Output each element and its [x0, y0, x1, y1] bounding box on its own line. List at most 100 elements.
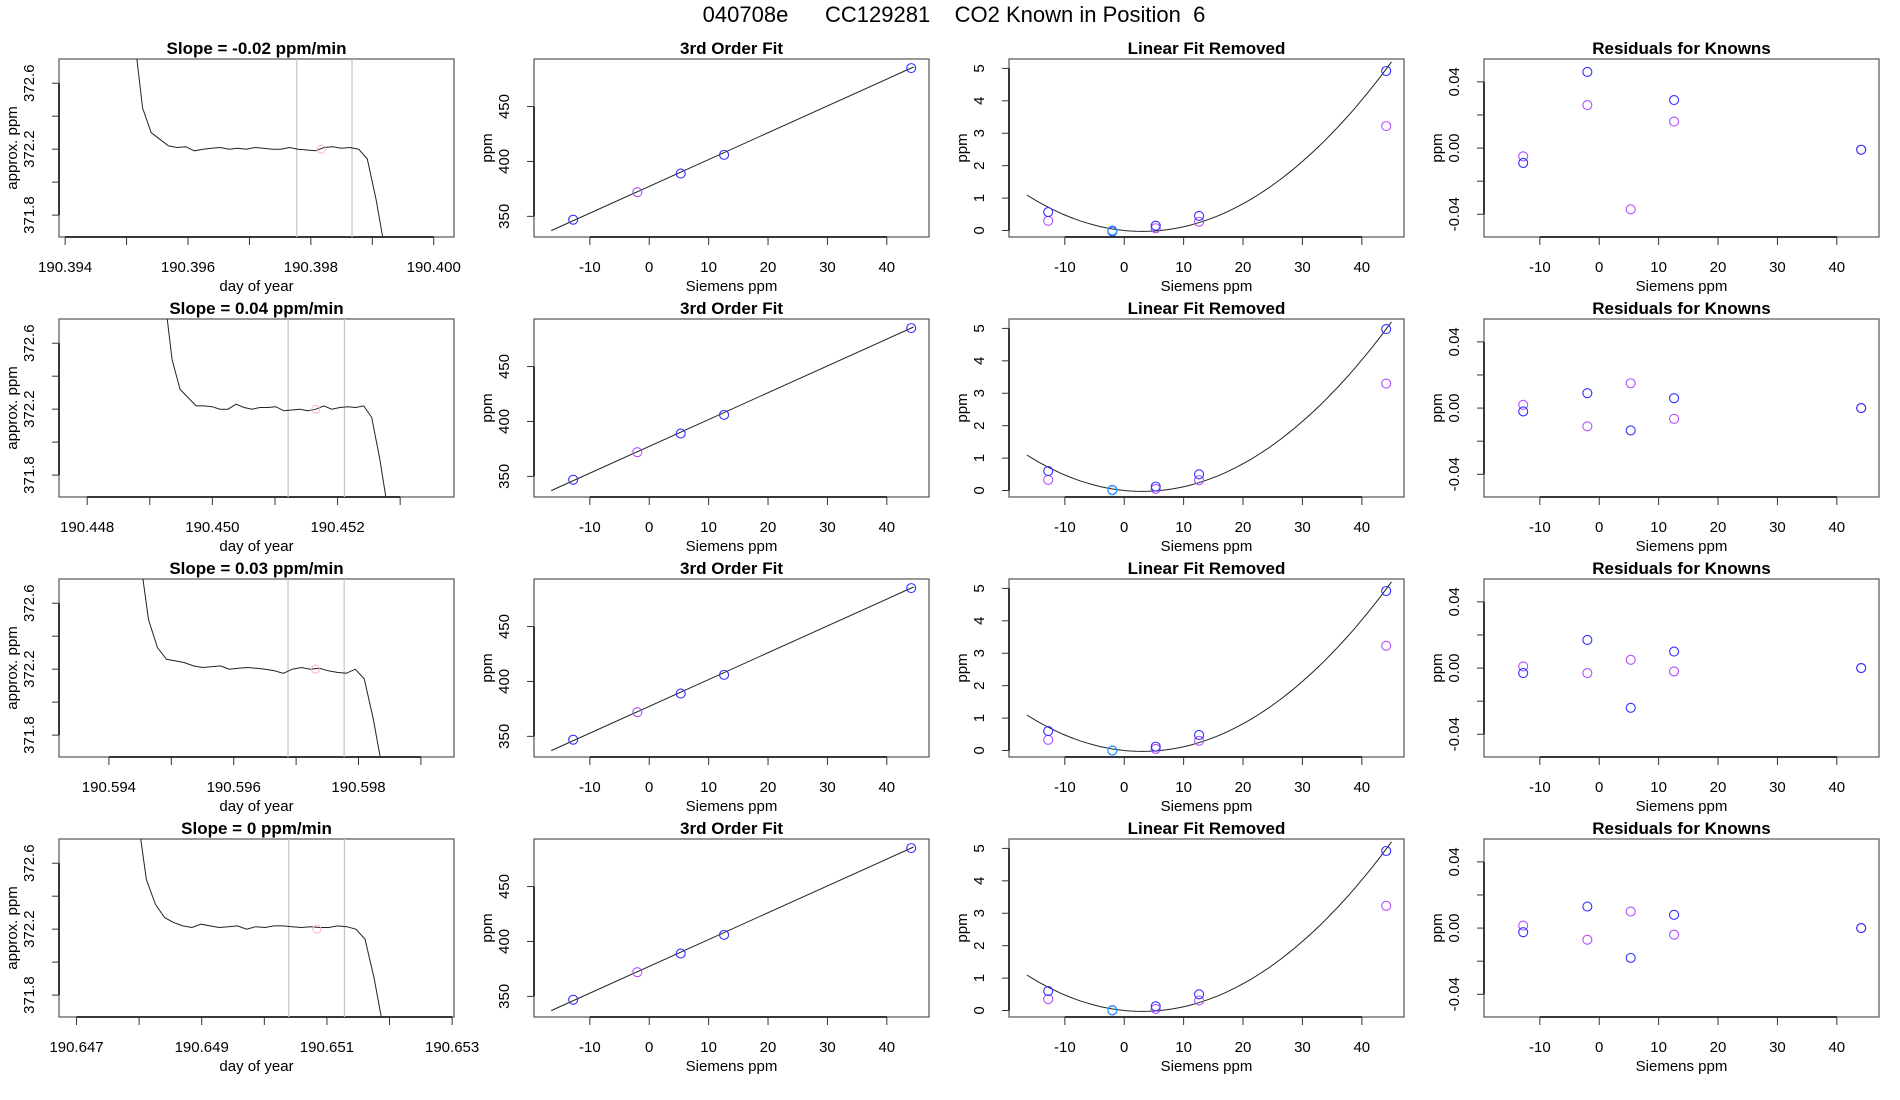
- x-tick-label: 30: [819, 779, 836, 796]
- panel-title: 3rd Order Fit: [680, 819, 783, 838]
- x-tick-label: 10: [1650, 1039, 1667, 1056]
- x-tick-label: 0: [1595, 1039, 1603, 1056]
- y-tick-label: 5: [971, 584, 988, 592]
- residual-point-purple: [1669, 413, 1680, 424]
- panel-time-series-row3: Slope = 0.03 ppm/min 190.594 190.596 190.59…: [4, 559, 455, 815]
- y-tick-label: 1: [971, 974, 988, 982]
- panel-title: Residuals for Knowns: [1592, 39, 1771, 58]
- y-tick-label: 3: [971, 649, 988, 657]
- y-tick-label: 0.04: [1446, 67, 1463, 96]
- x-tick-label: 10: [1650, 519, 1667, 536]
- y-tick-label: 4: [971, 97, 988, 105]
- residual-point-blue: [1856, 403, 1867, 414]
- known-point-cyan: [1107, 1005, 1118, 1016]
- y-tick-label: 372.2: [21, 130, 38, 168]
- x-tick-label: -10: [579, 779, 601, 796]
- x-tick-label: 40: [1828, 779, 1845, 796]
- x-tick-label: 20: [1710, 519, 1727, 536]
- panel-title: Slope = -0.02 ppm/min: [167, 39, 347, 58]
- plot-area: [1026, 581, 1392, 756]
- x-axis-label: Siemens ppm: [686, 278, 778, 295]
- y-tick-label: 371.8: [21, 456, 38, 494]
- known-point-blue: [719, 669, 730, 680]
- x-tick-label: 40: [1353, 519, 1370, 536]
- y-axis-label: ppm: [479, 133, 496, 162]
- y-tick-label: 3: [971, 129, 988, 137]
- known-point-purple: [1150, 743, 1161, 754]
- x-tick-label: -10: [579, 1039, 601, 1056]
- x-tick-label: 30: [1769, 1039, 1786, 1056]
- x-tick-label: 20: [760, 779, 777, 796]
- known-point-cyan: [1107, 225, 1118, 236]
- residual-point-blue: [1625, 702, 1636, 713]
- residual-point-blue: [1625, 952, 1636, 963]
- y-tick-label: 0: [971, 486, 988, 494]
- x-axis-label: Siemens ppm: [1161, 278, 1253, 295]
- x-tick-label: 190.596: [207, 779, 261, 796]
- x-tick-label: 40: [1828, 1039, 1845, 1056]
- panel-title: 3rd Order Fit: [680, 559, 783, 578]
- plot-area: [551, 583, 917, 752]
- panel-title: 3rd Order Fit: [680, 299, 783, 318]
- plot-area: [1026, 841, 1392, 1016]
- residual-point-blue: [1669, 646, 1680, 657]
- y-axis-label: ppm: [479, 393, 496, 422]
- y-tick-label: 372.2: [21, 910, 38, 948]
- figure-title: 040708e CC129281 CO2 Known in Position 6: [702, 2, 1206, 27]
- y-tick-label: 3: [971, 909, 988, 917]
- panel-third-order-fit-row2: 3rd Order Fit -10 0 10 20 30 40 Siemens ppm 350 4…: [479, 299, 930, 555]
- panel-residuals-row2: Residuals for Knowns -10 0 10 20 30 40 Siemens …: [1429, 299, 1880, 555]
- mean-marker: [311, 404, 321, 414]
- y-tick-label: -0.04: [1446, 457, 1463, 491]
- y-tick-label: 371.8: [21, 976, 38, 1014]
- plot-box: [1008, 578, 1405, 758]
- y-tick-label: 1: [971, 454, 988, 462]
- x-tick-label: 0: [1120, 259, 1128, 276]
- known-point-blue: [568, 474, 579, 485]
- x-tick-label: 10: [1650, 779, 1667, 796]
- x-tick-label: 190.651: [300, 1039, 354, 1056]
- x-tick-label: 30: [1769, 259, 1786, 276]
- y-tick-label: 350: [496, 984, 513, 1009]
- y-tick-label: -0.04: [1446, 977, 1463, 1011]
- x-tick-label: 20: [1710, 1039, 1727, 1056]
- panel-residuals-row4: Residuals for Knowns -10 0 10 20 30 40 Siemens …: [1429, 819, 1880, 1075]
- y-axis-label: approx. ppm: [4, 366, 21, 449]
- x-tick-label: 10: [1175, 259, 1192, 276]
- x-axis-label: Siemens ppm: [1636, 538, 1728, 555]
- residual-point-purple: [1582, 99, 1593, 111]
- x-tick-label: 10: [700, 519, 717, 536]
- known-point-purple: [1150, 223, 1161, 234]
- known-point-blue: [906, 323, 917, 334]
- known-point-purple: [1194, 995, 1205, 1006]
- x-tick-label: 10: [700, 779, 717, 796]
- y-tick-label: 350: [496, 204, 513, 229]
- plot-box: [1483, 578, 1880, 758]
- y-tick-label: 0.00: [1446, 133, 1463, 162]
- known-point-blue: [1043, 986, 1054, 997]
- plot-area: [166, 319, 387, 497]
- plot-box: [533, 318, 930, 498]
- x-tick-label: 20: [760, 1039, 777, 1056]
- known-point-cyan: [1107, 745, 1118, 756]
- known-point-blue: [1381, 324, 1392, 335]
- x-tick-label: 0: [1595, 519, 1603, 536]
- residual-point-blue: [1518, 927, 1529, 938]
- x-tick-label: 0: [1595, 259, 1603, 276]
- x-tick-label: 190.396: [161, 259, 215, 276]
- plot-box: [533, 838, 930, 1018]
- residual-point-blue: [1856, 663, 1867, 674]
- y-tick-label: 372.6: [21, 584, 38, 622]
- known-point-blue: [1150, 741, 1161, 752]
- x-tick-label: 190.450: [185, 519, 239, 536]
- y-tick-label: 372.6: [21, 324, 38, 362]
- known-point-purple: [1043, 994, 1054, 1005]
- x-tick-label: 190.400: [407, 259, 461, 276]
- y-tick-label: 0: [971, 226, 988, 234]
- x-tick-label: 20: [1235, 259, 1252, 276]
- quadratic-residual-curve: [1026, 61, 1392, 232]
- known-point-blue: [568, 214, 579, 225]
- plot-area: [1518, 634, 1867, 713]
- x-tick-label: 40: [878, 1039, 895, 1056]
- plot-box: [533, 58, 930, 238]
